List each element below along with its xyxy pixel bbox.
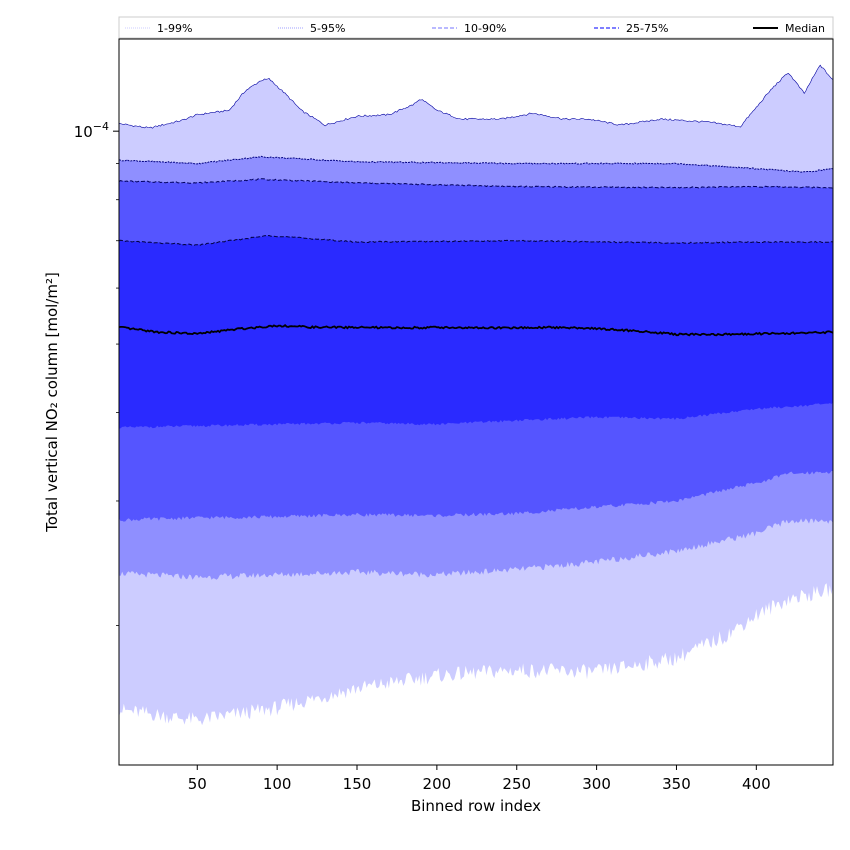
x-tick-label: 350 — [662, 775, 691, 793]
band-25-75 — [119, 235, 833, 429]
x-tick-label: 250 — [502, 775, 531, 793]
x-tick-label: 150 — [343, 775, 372, 793]
x-axis: 50 100 150 200 250 300 350 400 — [188, 765, 771, 793]
x-tick-label: 200 — [423, 775, 452, 793]
band-10-90-upper-line — [118, 178, 834, 189]
x-tick-label: 300 — [582, 775, 611, 793]
y-tick-label: 10−4 — [74, 120, 109, 141]
legend: 1-99% 5-95% 10-90% 25-75% Median — [118, 16, 834, 39]
band-1-99-upper-line — [118, 64, 834, 129]
legend-item: 1-99% — [125, 22, 192, 35]
x-tick-label: 100 — [263, 775, 292, 793]
legend-item: 10-90% — [432, 22, 506, 35]
median-line — [118, 324, 834, 337]
x-tick-label: 400 — [742, 775, 771, 793]
band-5-95-upper-line — [118, 155, 834, 173]
x-axis-label: Binned row index — [411, 797, 541, 815]
legend-label: 1-99% — [157, 22, 192, 35]
legend-box — [118, 16, 834, 39]
y-axis-label: Total vertical NO₂ column [mol/m²] — [43, 272, 61, 533]
legend-label: Median — [785, 22, 825, 35]
percentile-bands — [119, 65, 833, 726]
band-25-75-upper-line — [118, 234, 834, 246]
legend-label: 5-95% — [310, 22, 345, 35]
y-axis: 10−4 — [74, 120, 119, 626]
plot-frame — [118, 38, 834, 766]
legend-label: 25-75% — [626, 22, 668, 35]
legend-label: 10-90% — [464, 22, 506, 35]
legend-item: Median — [753, 22, 825, 35]
legend-item: 5-95% — [278, 22, 345, 35]
x-tick-label: 50 — [188, 775, 207, 793]
percentile-lines — [118, 64, 834, 337]
legend-item: 25-75% — [594, 22, 668, 35]
